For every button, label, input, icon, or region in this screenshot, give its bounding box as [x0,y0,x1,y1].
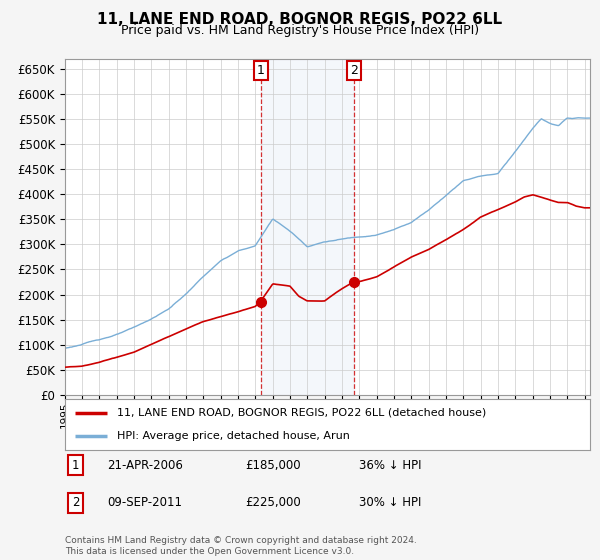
Text: 11, LANE END ROAD, BOGNOR REGIS, PO22 6LL: 11, LANE END ROAD, BOGNOR REGIS, PO22 6L… [97,12,503,27]
Text: 36% ↓ HPI: 36% ↓ HPI [359,459,421,472]
Text: Contains HM Land Registry data © Crown copyright and database right 2024.
This d: Contains HM Land Registry data © Crown c… [65,536,416,556]
Text: HPI: Average price, detached house, Arun: HPI: Average price, detached house, Arun [118,431,350,441]
Text: £185,000: £185,000 [245,459,301,472]
Bar [260,59,354,395]
Text: 11, LANE END ROAD, BOGNOR REGIS, PO22 6LL (detached house): 11, LANE END ROAD, BOGNOR REGIS, PO22 6L… [118,408,487,418]
Text: 09-SEP-2011: 09-SEP-2011 [107,496,182,510]
Text: Price paid vs. HM Land Registry's House Price Index (HPI): Price paid vs. HM Land Registry's House … [121,24,479,37]
Text: 2: 2 [72,496,79,510]
Text: 1: 1 [72,459,79,472]
Text: 2: 2 [350,64,358,77]
Text: 21-APR-2006: 21-APR-2006 [107,459,182,472]
Text: 1: 1 [257,64,265,77]
Text: 30% ↓ HPI: 30% ↓ HPI [359,496,421,510]
Text: £225,000: £225,000 [245,496,301,510]
